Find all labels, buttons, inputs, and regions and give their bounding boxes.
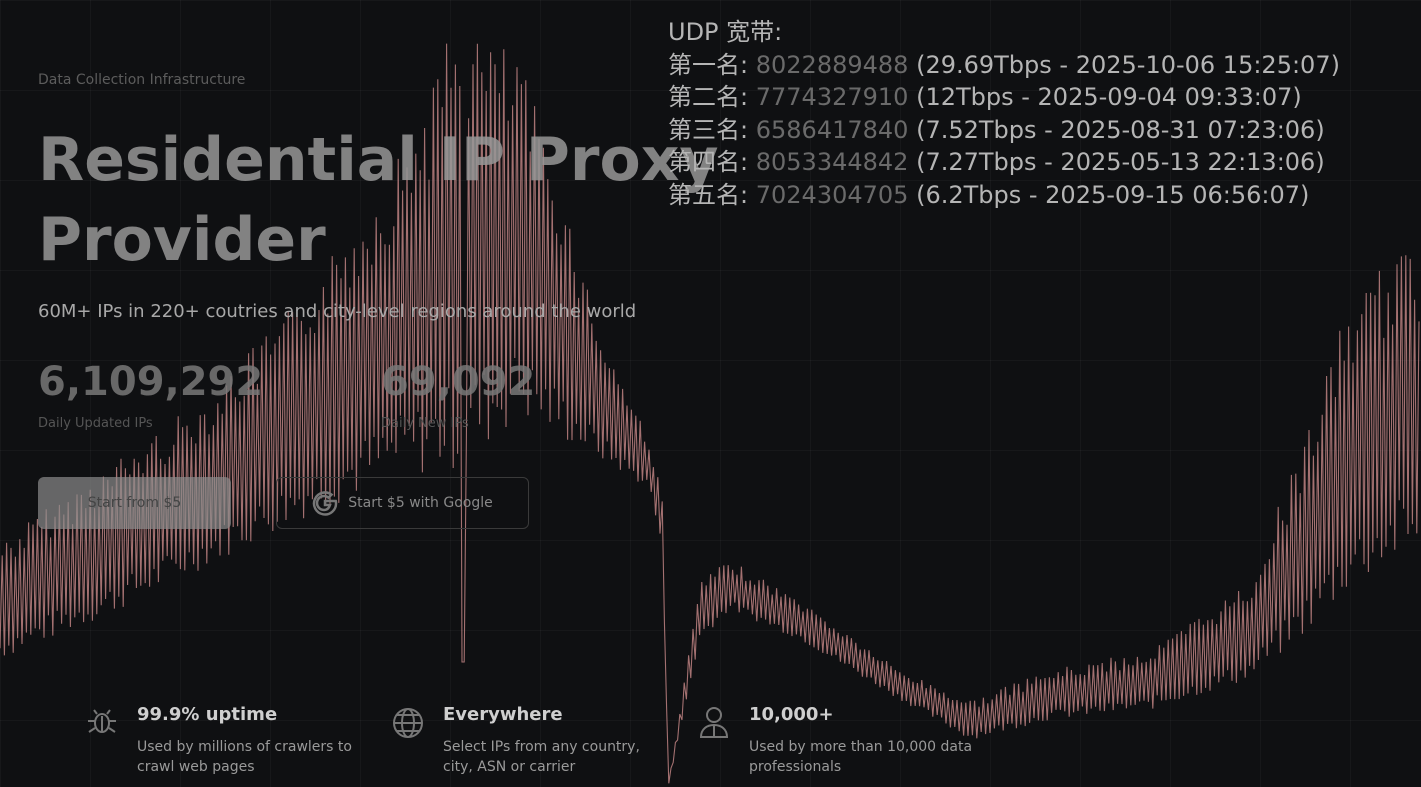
udp-detail: (7.52Tbps - 2025-08-31 07:23:06) <box>916 115 1325 144</box>
feature: Everywhere Select IPs from any country, … <box>391 704 651 777</box>
stat-value: 6,109,292 <box>38 359 264 405</box>
button-label: Start $5 with Google <box>348 495 493 511</box>
udp-id: 8022889488 <box>755 50 909 79</box>
hero-title: Residential IP Proxy Provider <box>38 125 719 275</box>
feature: 99.9% uptime Used by millions of crawler… <box>85 704 352 777</box>
stat: 6,109,292 Daily Updated IPs <box>38 358 263 431</box>
wave-line <box>0 43 1420 784</box>
user-icon <box>699 707 729 738</box>
globe-icon <box>393 708 423 738</box>
feature-title: Everywhere <box>443 704 563 725</box>
hero-subtitle: 60M+ IPs in 220+ coutries and city-level… <box>38 301 637 322</box>
feature-description: Select IPs from any country, city, ASN o… <box>443 739 640 775</box>
google-icon <box>313 491 338 516</box>
google-button[interactable]: Start $5 with Google <box>276 477 529 529</box>
udp-row: 第一名: 8022889488 (29.69Tbps - 2025-10-06 … <box>668 49 1340 82</box>
button-label: Start from $5 <box>87 495 182 511</box>
primary-button[interactable]: Start from $5 <box>38 477 231 529</box>
udp-rank: 第三名: <box>668 115 749 144</box>
stat: 69,092 Daily New IPs <box>381 358 535 431</box>
udp-row: 第五名: 7024304705 (6.2Tbps - 2025-09-15 06… <box>668 179 1340 212</box>
udp-id: 7774327910 <box>755 83 909 111</box>
udp-id: 6586417840 <box>755 115 909 144</box>
udp-row: 第四名: 8053344842 (7.27Tbps - 2025-05-13 2… <box>668 146 1340 179</box>
feature-title: 10,000+ <box>749 704 834 725</box>
udp-id: 7024304705 <box>755 180 909 209</box>
udp-rank: 第四名: <box>668 148 749 176</box>
bug-icon <box>88 709 116 733</box>
feature-description: Used by millions of crawlers to crawl we… <box>137 739 352 775</box>
feature-title: 99.9% uptime <box>137 704 278 725</box>
udp-id: 8053344842 <box>755 148 909 176</box>
udp-detail: (6.2Tbps - 2025-09-15 06:56:07) <box>916 180 1310 209</box>
udp-ranking: UDP 宽带: 第一名: 8022889488 (29.69Tbps - 202… <box>668 16 1340 211</box>
stat-value: 69,092 <box>381 359 536 405</box>
udp-detail: (12Tbps - 2025-09-04 09:33:07) <box>916 83 1302 111</box>
udp-detail: (29.69Tbps - 2025-10-06 15:25:07) <box>916 50 1340 79</box>
stat-label: Daily New IPs <box>381 416 469 431</box>
udp-rank: 第五名: <box>668 180 749 209</box>
feature-description: Used by more than 10,000 data profession… <box>749 739 973 775</box>
udp-row: 第二名: 7774327910 (12Tbps - 2025-09-04 09:… <box>668 81 1340 114</box>
eyebrow: Data Collection Infrastructure <box>38 72 246 88</box>
udp-row: 第三名: 6586417840 (7.52Tbps - 2025-08-31 0… <box>668 114 1340 147</box>
stat-label: Daily Updated IPs <box>38 416 153 431</box>
udp-heading: UDP 宽带: <box>668 18 783 46</box>
udp-detail: (7.27Tbps - 2025-05-13 22:13:06) <box>916 148 1325 176</box>
udp-rank: 第一名: <box>668 50 749 79</box>
feature: 10,000+ Used by more than 10,000 data pr… <box>697 704 972 777</box>
udp-rank: 第二名: <box>668 83 749 111</box>
